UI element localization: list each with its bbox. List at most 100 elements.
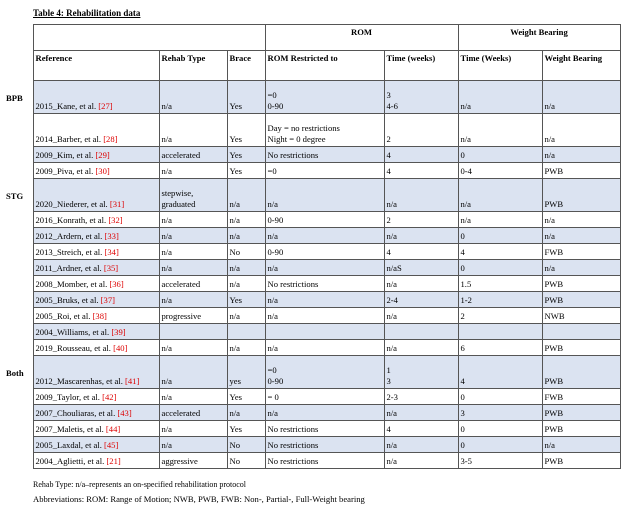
cell: No restrictions: [264, 146, 385, 163]
cell: n/a: [457, 211, 543, 228]
table-row: 2013_Streich, et al. [34] n/a No 0-90 4 4 FWB: [4, 243, 621, 260]
reference: 2009_Taylor, et al.: [35, 392, 100, 402]
cell-text: Yes: [229, 295, 243, 305]
cell: n/a: [158, 355, 228, 389]
cell: n/a: [158, 113, 228, 147]
cell: n/a: [264, 291, 385, 308]
header-cell: [32, 24, 266, 51]
cell-text: 0: [460, 231, 465, 241]
cell: No restrictions: [264, 420, 385, 437]
cell-text: n/a: [460, 134, 472, 144]
reference: 2005_Roi, et al.: [35, 311, 91, 321]
footnotes: Rehab Type: n/a–represents an on-specifi…: [33, 478, 365, 506]
cell-text: Yes: [229, 134, 243, 144]
cell-text: 0: [460, 424, 465, 434]
table-row: 2004_Williams, et al. [39]: [4, 323, 621, 340]
cell: 0: [457, 436, 543, 453]
cell: [383, 323, 459, 340]
cell-text: 2-3: [386, 392, 398, 402]
citation: [36]: [109, 279, 124, 289]
cell: 3-5: [457, 452, 543, 469]
cell-text: PWB: [544, 456, 564, 466]
reference-cell: 2012_Mascarenhas, et al. [41]: [32, 355, 160, 389]
citation: [32]: [108, 215, 123, 225]
citation: [34]: [104, 247, 119, 257]
cell: n/a: [158, 388, 228, 405]
citation: [43]: [117, 408, 132, 418]
cell: 0-90: [264, 243, 385, 260]
cell: No: [226, 436, 266, 453]
cell: n/a: [541, 436, 621, 453]
cell-text: n/a: [161, 263, 173, 273]
cell-text: n/a: [161, 101, 173, 111]
cell-text: 1.5: [460, 279, 472, 289]
cell-text: n/a: [161, 134, 173, 144]
cell: 4: [383, 420, 459, 437]
cell: n/a: [541, 227, 621, 244]
blank: [4, 25, 33, 51]
column-header: Time (weeks): [383, 50, 459, 81]
reference-cell: 2020_Niederer, et al. [31]: [32, 178, 160, 212]
column-header-text: Brace: [229, 53, 251, 63]
cell: accelerated: [158, 146, 228, 163]
reference: 2009_Kim, et al.: [35, 150, 94, 160]
table-row: 2019_Rousseau, et al. [40] n/a n/a n/a n/a 6 P…: [4, 339, 621, 356]
reference: 2005_Bruks, et al.: [35, 295, 99, 305]
reference-cell: 2013_Streich, et al. [34]: [32, 243, 160, 260]
cell-text: n/a: [544, 134, 556, 144]
group-header: ROM: [264, 24, 459, 51]
citation: [41]: [125, 376, 140, 386]
table-row: 2011_Ardner, et al. [35] n/a n/a n/a n/aS 0 n/…: [4, 259, 621, 276]
cell: [457, 323, 543, 340]
citation: [21]: [106, 456, 121, 466]
cell: 4: [457, 243, 543, 260]
reference-cell: 2004_Williams, et al. [39]: [32, 323, 160, 340]
cell-text: 3: [460, 408, 465, 418]
cell-text: 1-2: [460, 295, 472, 305]
table-row: 2005_Laxdal, et al. [45] n/a No No restrict…: [4, 436, 621, 453]
cell: 4: [457, 355, 543, 389]
table-row: 2009_Piva, et al. [30] n/a Yes =0 4 0-4 PWB: [4, 162, 621, 179]
cell: n/a: [541, 146, 621, 163]
column-header: Time (Weeks): [457, 50, 543, 81]
reference: 2008_Momber, et al.: [35, 279, 108, 289]
cell-text: PWB: [544, 424, 564, 434]
cell: [158, 323, 228, 340]
column-header-text: Weight Bearing: [544, 53, 603, 63]
cell-text: aggressive: [161, 456, 198, 466]
cell-text: 4: [460, 247, 465, 257]
column-header-text: ROM Restricted to: [267, 53, 338, 63]
cell-text: n/aS: [386, 263, 402, 273]
cell: 2-4: [383, 291, 459, 308]
column-header-text: Time (weeks): [386, 53, 436, 63]
cell-line: graduated: [161, 199, 196, 209]
column-header-text: Time (Weeks): [460, 53, 512, 63]
reference: 2015_Kane, et al.: [35, 101, 97, 111]
cell: n/a: [541, 259, 621, 276]
cell: n/a: [264, 259, 385, 276]
cell: n/a: [383, 436, 459, 453]
cell-text: n/a: [161, 231, 173, 241]
cell: stepwise, graduated: [158, 178, 228, 212]
reference-cell: 2014_Barber, et al. [28]: [32, 113, 160, 147]
footnote: Abbreviations: ROM: Range of Motion; NWB…: [33, 494, 365, 504]
citation: [29]: [95, 150, 110, 160]
reference-cell: 2009_Kim, et al. [29]: [32, 146, 160, 163]
group-label-cell: STG: [4, 179, 33, 356]
header-row: ROM Weight Bearing: [4, 24, 621, 51]
cell: n/a: [158, 243, 228, 260]
column-header: Brace: [226, 50, 266, 81]
cell-line: 1: [386, 365, 391, 375]
cell: n/a: [158, 259, 228, 276]
cell: [541, 323, 621, 340]
cell: n/a: [264, 178, 385, 212]
cell: PWB: [541, 275, 621, 292]
table-row: STG 2020_Niederer, et al. [31] stepwise, gr…: [4, 178, 621, 212]
reference: 2007_Chouliaras, et al.: [35, 408, 116, 418]
cell-text: n/a: [544, 101, 556, 111]
cell: = 0: [264, 388, 385, 405]
cell: accelerated: [158, 404, 228, 421]
cell-text: n/a: [267, 199, 279, 209]
cell-text: n/a: [161, 424, 173, 434]
cell-text: FWB: [544, 392, 564, 402]
